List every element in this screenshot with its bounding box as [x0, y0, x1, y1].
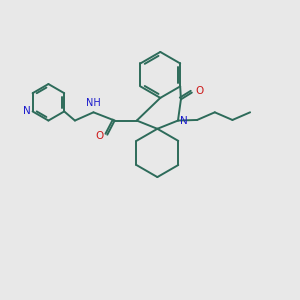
Text: N: N — [180, 116, 188, 126]
Text: O: O — [196, 86, 204, 96]
Text: N: N — [22, 106, 30, 116]
Text: O: O — [95, 131, 103, 141]
Text: NH: NH — [86, 98, 101, 108]
